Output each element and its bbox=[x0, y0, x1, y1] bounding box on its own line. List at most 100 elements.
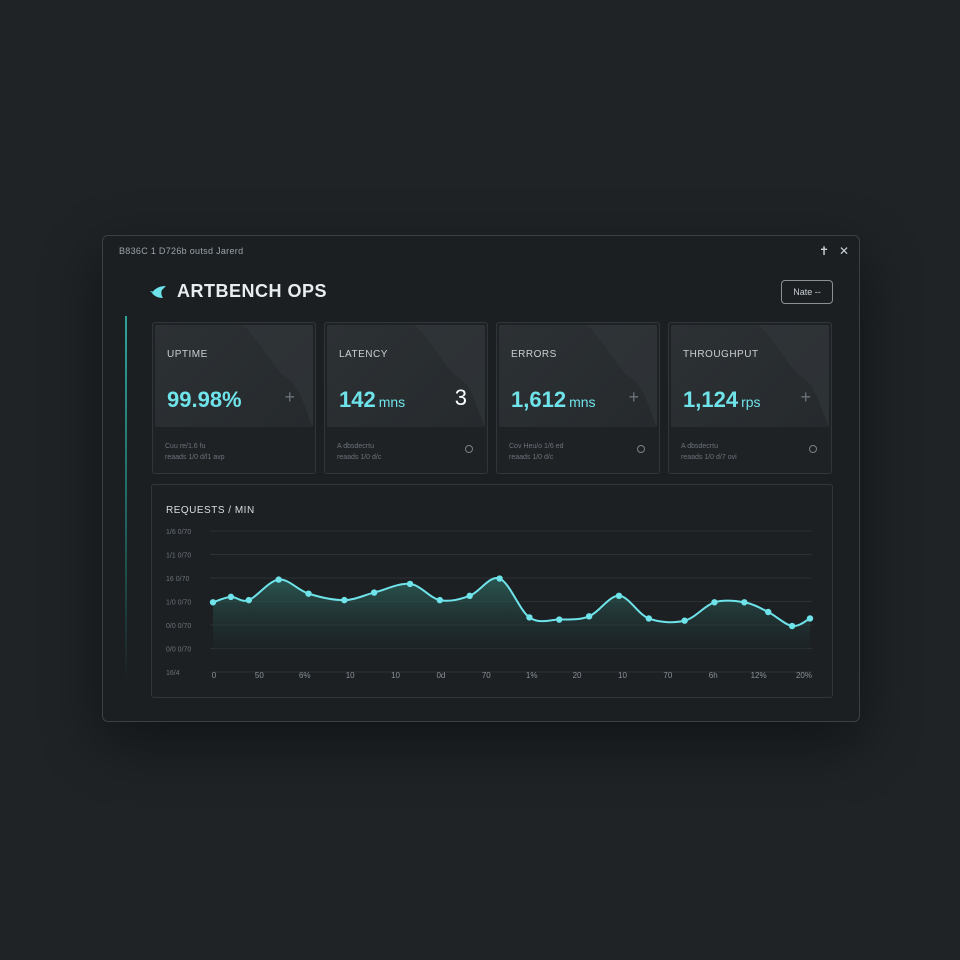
data-point[interactable] bbox=[370, 589, 378, 596]
card-value-number: 1,124 bbox=[683, 387, 739, 412]
settings-icon[interactable] bbox=[637, 445, 645, 453]
accent-rail bbox=[125, 316, 127, 681]
card-foot-line: reaads 1/0 d/c bbox=[509, 454, 554, 461]
card-decoration bbox=[243, 325, 313, 427]
card-foot-line: A dbsdecrtu bbox=[337, 443, 374, 450]
data-point[interactable] bbox=[406, 580, 414, 588]
card-foot-line: reaads 1/0 d/l1 avp bbox=[165, 454, 225, 461]
chart-line bbox=[212, 577, 811, 628]
x-tick-label: 50 bbox=[255, 671, 264, 680]
data-point[interactable] bbox=[526, 614, 533, 621]
card-footnote: Cuu re/1.6 fu reaads 1/0 d/l1 avp bbox=[165, 441, 225, 463]
card-foot-line: reaads 1/0 d/c bbox=[337, 454, 382, 461]
settings-icon[interactable] bbox=[809, 445, 817, 453]
x-tick-label: 6h bbox=[709, 671, 718, 680]
settings-icon[interactable] bbox=[465, 445, 473, 453]
card-header: LATENCY 142 mns 3 bbox=[327, 325, 485, 427]
x-tick-label: 20 bbox=[573, 671, 582, 680]
x-tick-label: 70 bbox=[663, 671, 672, 680]
y-tick-label: 1/0 0/70 bbox=[166, 600, 191, 607]
card-foot-line: reaads 1/0 d/7 ovi bbox=[681, 454, 737, 461]
x-tick-label: 6% bbox=[299, 671, 311, 680]
y-tick-label: 16/4 bbox=[166, 670, 180, 677]
card-foot-line: Cov Heu/o 1/6 ed bbox=[509, 443, 564, 450]
card-decoration bbox=[759, 325, 829, 427]
close-icon[interactable]: ✕ bbox=[838, 244, 849, 258]
chart-title: REQUESTS / MIN bbox=[166, 505, 255, 516]
card-header: UPTIME 99.98% + bbox=[155, 325, 313, 427]
data-point[interactable] bbox=[227, 593, 235, 601]
card-value-number: 142 bbox=[339, 387, 376, 412]
card-footnote: Cov Heu/o 1/6 ed reaads 1/0 d/c bbox=[509, 441, 563, 463]
card-decoration bbox=[587, 325, 657, 427]
add-icon[interactable]: + bbox=[284, 387, 295, 407]
data-point[interactable] bbox=[765, 608, 772, 616]
app-title: ARTBENCH OPS bbox=[177, 281, 328, 301]
data-point[interactable] bbox=[466, 592, 473, 599]
card-label: ERRORS bbox=[511, 349, 557, 360]
card-unit: mns bbox=[378, 394, 406, 410]
card-value: 142 mns bbox=[339, 387, 405, 413]
y-tick-label: 1/1 0/70 bbox=[166, 553, 191, 560]
card-unit: mns bbox=[569, 394, 596, 410]
card-unit: rps bbox=[741, 394, 761, 410]
data-point[interactable] bbox=[436, 596, 444, 604]
card-header: ERRORS 1,612 mns + bbox=[499, 325, 657, 427]
card-value: 1,124 rps bbox=[683, 387, 761, 413]
data-point[interactable] bbox=[645, 615, 653, 622]
data-point[interactable] bbox=[806, 615, 814, 622]
data-point[interactable] bbox=[496, 575, 503, 582]
y-tick-label: 0/0 0/70 bbox=[166, 623, 191, 630]
card-footnote: A dbsdecrtu reaads 1/0 d/c bbox=[337, 441, 381, 463]
card-decoration bbox=[415, 325, 485, 427]
card-foot-line: Cuu re/1.6 fu bbox=[165, 443, 206, 450]
x-tick-label: 0d bbox=[436, 671, 445, 680]
data-point[interactable] bbox=[788, 622, 796, 630]
x-tick-label: 10 bbox=[346, 671, 355, 680]
card-value: 99.98% bbox=[167, 387, 245, 413]
card-label: THROUGHPUT bbox=[683, 349, 759, 360]
data-point[interactable] bbox=[341, 596, 348, 604]
data-point[interactable] bbox=[245, 596, 253, 604]
card-value-number: 1,612 bbox=[511, 387, 567, 412]
requests-chart-panel: REQUESTS / MIN 1/6 0/70 1/1 0/70 16 0/70 1/… bbox=[151, 484, 833, 698]
x-tick-label: 12% bbox=[751, 671, 767, 680]
add-icon[interactable]: + bbox=[800, 387, 811, 407]
data-point[interactable] bbox=[275, 576, 282, 583]
data-point[interactable] bbox=[741, 599, 748, 606]
data-point[interactable] bbox=[585, 613, 593, 620]
x-tick-label: 10 bbox=[618, 671, 627, 680]
card-label: UPTIME bbox=[167, 349, 208, 360]
x-tick-label: 10 bbox=[391, 671, 400, 680]
metric-card-latency[interactable]: LATENCY 142 mns 3 A dbsdecrtu reaads 1/0 d… bbox=[324, 322, 488, 474]
data-point[interactable] bbox=[711, 599, 718, 606]
x-tick-label: 0 bbox=[212, 671, 217, 680]
data-point[interactable] bbox=[615, 592, 623, 599]
logo-icon bbox=[150, 285, 166, 298]
x-tick-label: 20% bbox=[796, 671, 812, 680]
pin-icon[interactable]: ✝ bbox=[818, 244, 829, 258]
y-tick-label: 1/6 0/70 bbox=[166, 529, 191, 536]
requests-chart: 1/6 0/70 1/1 0/70 16 0/70 1/0 0/70 0/0 0/70 0… bbox=[166, 529, 814, 680]
menu-button[interactable]: Nate -- bbox=[781, 280, 833, 304]
data-point[interactable] bbox=[209, 599, 217, 606]
app-window: B836C 1 D726b outsd Jarerd ✝ ✕ ARTBENCH … bbox=[102, 235, 860, 722]
data-point[interactable] bbox=[305, 590, 312, 597]
chart-area bbox=[213, 578, 810, 659]
data-point[interactable] bbox=[556, 616, 563, 623]
brand: ARTBENCH OPS bbox=[149, 281, 327, 302]
data-point[interactable] bbox=[681, 617, 688, 624]
metric-card-uptime[interactable]: UPTIME 99.98% + Cuu re/1.6 fu reaads 1/0 … bbox=[152, 322, 316, 474]
card-action[interactable]: 3 bbox=[454, 385, 467, 410]
window-title: B836C 1 D726b outsd Jarerd bbox=[119, 246, 244, 256]
card-value: 1,612 mns bbox=[511, 387, 596, 413]
card-label: LATENCY bbox=[339, 349, 388, 360]
x-tick-label: 70 bbox=[482, 671, 491, 680]
metric-card-throughput[interactable]: THROUGHPUT 1,124 rps + A dbsdecrtu reaads … bbox=[668, 322, 832, 474]
add-icon[interactable]: + bbox=[628, 387, 639, 407]
y-tick-label: 16 0/70 bbox=[166, 576, 189, 583]
x-tick-label: 1% bbox=[526, 671, 538, 680]
metric-card-errors[interactable]: ERRORS 1,612 mns + Cov Heu/o 1/6 ed reaads… bbox=[496, 322, 660, 474]
card-header: THROUGHPUT 1,124 rps + bbox=[671, 325, 829, 427]
card-value-number: 99.98% bbox=[167, 387, 242, 412]
